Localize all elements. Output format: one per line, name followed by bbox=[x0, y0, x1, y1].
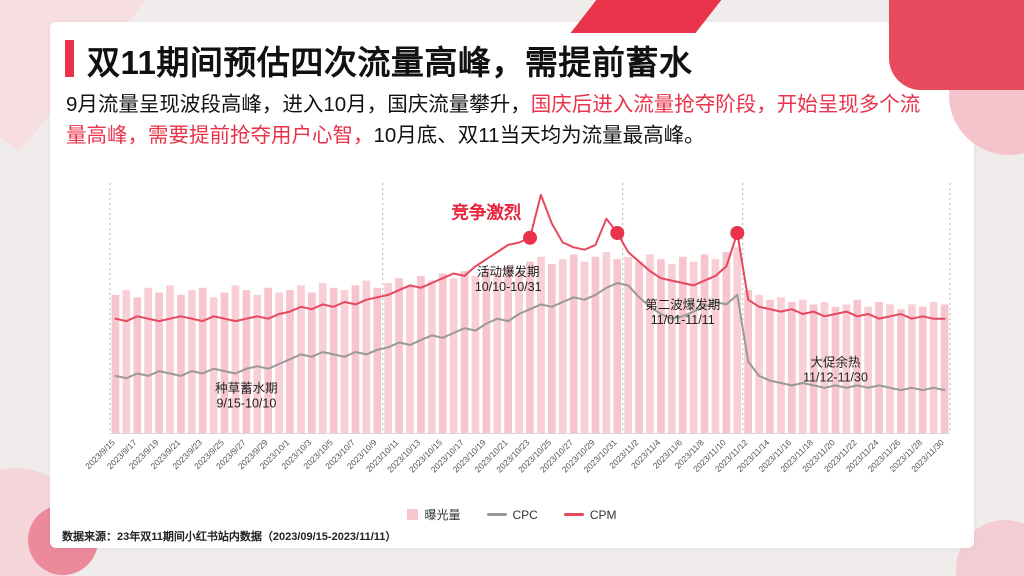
cpc-line bbox=[114, 282, 946, 392]
annotation: 第二波爆发期 11/01-11/11 bbox=[645, 297, 720, 327]
title-accent-bar bbox=[65, 40, 74, 77]
legend-item-cpc: CPC bbox=[486, 507, 538, 522]
annotation: 活动爆发期 10/10-10/31 bbox=[475, 264, 542, 294]
legend-label-cpm: CPM bbox=[589, 507, 617, 522]
page-title: 双11期间预估四次流量高峰，需提前蓄水 bbox=[87, 44, 693, 81]
title-row: 双11期间预估四次流量高峰，需提前蓄水 bbox=[65, 36, 692, 84]
exposure-swatch-icon bbox=[407, 509, 419, 520]
body-text-black-1: 9月流量呈现波段高峰，进入10月，国庆流量攀升， bbox=[66, 93, 531, 116]
body-text-red: 国庆后进入流量抢夺阶段，开始呈现多个流量高峰，需要提前抢夺用户心智， bbox=[66, 93, 921, 147]
annotation-highlight: 竞争激烈 bbox=[451, 203, 521, 223]
legend-item-cpm: CPM bbox=[563, 507, 617, 522]
exposure-bars bbox=[111, 247, 949, 433]
body-text-black-2: 10月底、双11当天均为流量最高峰。 bbox=[373, 123, 705, 147]
x-axis-labels: 2023/9/152023/9/172023/9/192023/9/212023… bbox=[83, 437, 946, 474]
peak-markers bbox=[523, 226, 745, 245]
cpm-swatch-icon bbox=[563, 513, 584, 516]
chart-legend: 曝光量 CPC CPM bbox=[50, 506, 974, 523]
legend-item-exposure: 曝光量 bbox=[407, 506, 461, 523]
slide: 双11期间预估四次流量高峰，需提前蓄水 9月流量呈现波段高峰，进入10月，国庆流… bbox=[50, 22, 974, 548]
body-text: 9月流量呈现波段高峰，进入10月，国庆流量攀升，国庆后进入流量抢夺阶段，开始呈现… bbox=[66, 90, 924, 152]
annotation: 种草蓄水期 9/15-10/10 bbox=[215, 382, 278, 411]
period-dividers bbox=[109, 183, 951, 433]
decoration-top-right-shape-red bbox=[889, 0, 1024, 90]
traffic-chart: 竞争激烈活动爆发期 10/10-10/31 第二波爆发期 11/01-11/11 大促余… bbox=[60, 178, 960, 526]
data-source-note: 数据来源：23年双11期间小红书站内数据（2023/09/15-2023/11/… bbox=[62, 531, 397, 543]
legend-label-exposure: 曝光量 bbox=[424, 508, 461, 522]
cpc-swatch-icon bbox=[486, 513, 507, 516]
annotation: 大促余热 11/12-11/30 bbox=[803, 354, 868, 384]
legend-label-cpc: CPC bbox=[512, 507, 538, 522]
